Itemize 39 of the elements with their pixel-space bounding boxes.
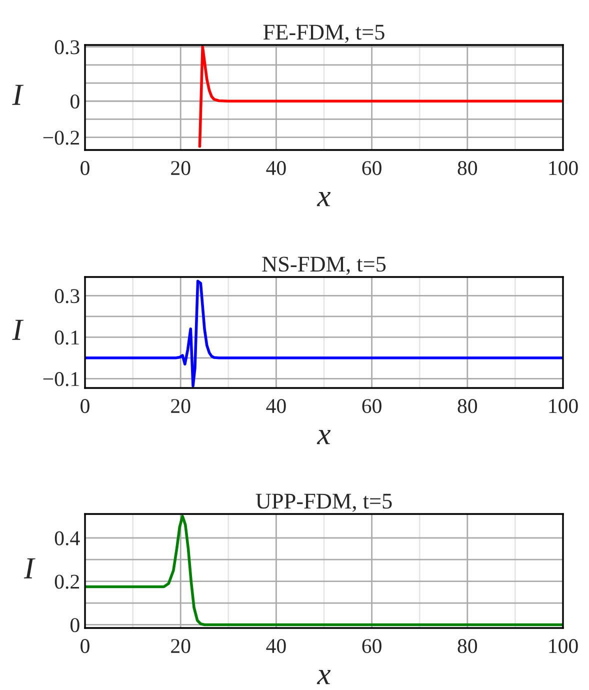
x-tick-label: 60 <box>362 639 382 654</box>
x-tick-label: 0 <box>80 399 90 414</box>
x-tick-label: 40 <box>266 161 286 176</box>
line-series <box>198 45 563 148</box>
x-tick-label: 80 <box>458 399 478 414</box>
chart-title: NS-FDM, t=5 <box>262 256 386 275</box>
y-axis-title: I <box>12 84 24 105</box>
chart-title: UPP-FDM, t=5 <box>256 494 392 512</box>
x-tick-label: 60 <box>362 399 382 414</box>
y-axis-title: I <box>12 320 24 340</box>
y-tick-label: −0.2 <box>43 130 79 145</box>
x-axis-title: x <box>316 430 331 444</box>
x-tick-label: 20 <box>171 639 190 654</box>
x-tick-label: 100 <box>549 639 578 654</box>
y-tick-label: 0 <box>70 618 80 632</box>
x-tick-label: 40 <box>266 639 286 654</box>
y-tick-label: 0.4 <box>54 531 80 546</box>
y-axis-title: I <box>24 558 36 578</box>
x-tick-label: 0 <box>80 161 90 176</box>
x-axis-title: x <box>316 192 331 206</box>
y-tick-label: 0.2 <box>54 574 79 589</box>
x-tick-label: 100 <box>549 399 578 414</box>
x-tick-label: 100 <box>549 161 578 176</box>
x-tick-label: 20 <box>171 399 190 414</box>
x-tick-label: 80 <box>458 639 478 654</box>
x-tick-label: 0 <box>80 639 90 654</box>
y-tick-label: −0.1 <box>43 372 79 386</box>
chart-title: FE-FDM, t=5 <box>263 24 384 43</box>
x-tick-label: 60 <box>362 161 382 176</box>
y-tick-label: 0 <box>70 94 80 109</box>
y-tick-label: 0.3 <box>54 289 80 304</box>
x-tick-label: 40 <box>266 399 286 414</box>
x-tick-label: 80 <box>458 161 478 176</box>
x-axis-title: x <box>316 670 331 684</box>
y-tick-label: 0.3 <box>54 40 80 54</box>
line-series <box>85 280 563 388</box>
x-tick-label: 20 <box>171 161 190 176</box>
line-series <box>85 514 563 626</box>
y-tick-label: 0.1 <box>54 330 79 345</box>
